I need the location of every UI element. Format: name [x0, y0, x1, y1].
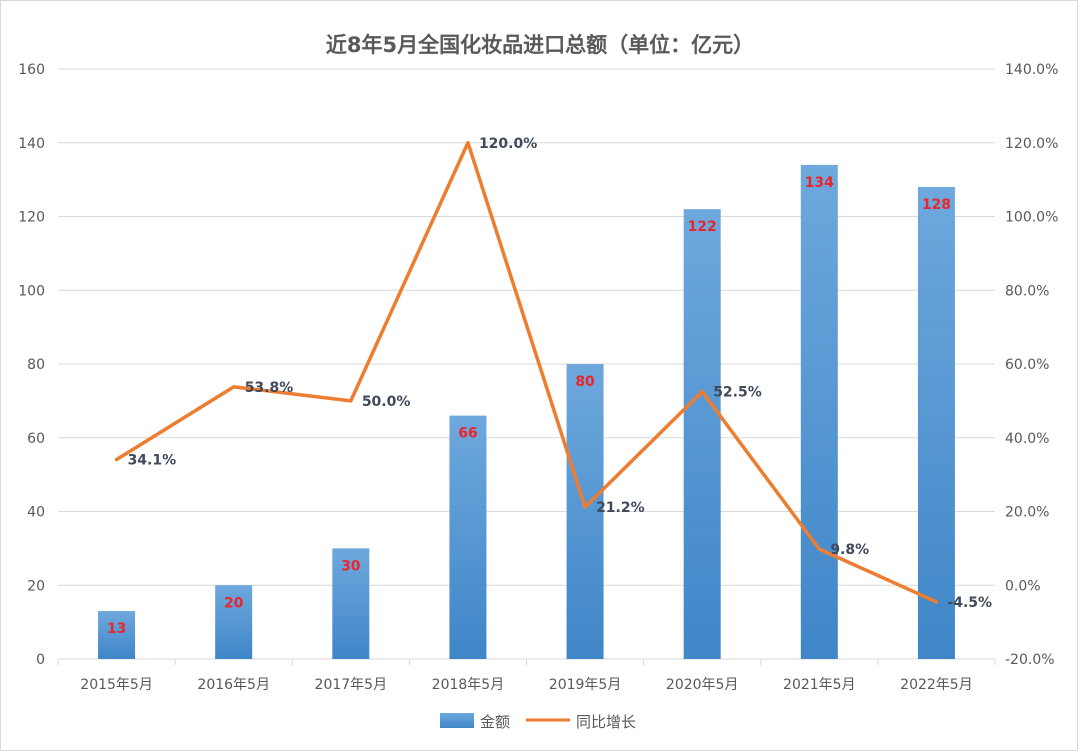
legend-label-line: 同比增长: [576, 713, 636, 731]
x-tick-label: 2018年5月: [432, 677, 505, 693]
x-tick-label: 2017年5月: [315, 677, 388, 693]
bar: [215, 585, 253, 659]
legend-label-bar: 金额: [480, 713, 510, 731]
left-tick-label: 60: [27, 431, 45, 447]
bar: [917, 187, 955, 659]
bar: [449, 415, 487, 659]
left-tick-label: 100: [18, 283, 45, 299]
left-tick-label: 20: [27, 578, 45, 594]
gridlines: [58, 68, 995, 660]
bar: [566, 364, 604, 659]
line-data-label: 21.2%: [596, 500, 645, 516]
legend: 金额 同比增长: [440, 713, 636, 731]
left-tick-label: 0: [36, 652, 45, 668]
legend-swatch-bar: [440, 713, 474, 728]
bar-data-label: 13: [107, 621, 126, 637]
bar: [332, 548, 370, 659]
right-tick-label: 120.0%: [1005, 136, 1058, 152]
left-tick-label: 160: [18, 62, 45, 78]
line-data-label: -4.5%: [947, 595, 992, 611]
x-axis-ticks: 2015年5月 2016年5月 2017年5月 2018年5月 2019年5月 2020年…: [57, 659, 996, 693]
x-tick-label: 2019年5月: [549, 677, 622, 693]
bar-data-label: 134: [805, 175, 834, 191]
left-tick-label: 140: [18, 136, 45, 152]
bar: [98, 611, 136, 659]
right-tick-label: 20.0%: [1005, 505, 1049, 521]
bar-series: [98, 164, 955, 659]
x-tick-label: 2020年5月: [666, 677, 739, 693]
bar-data-label: 20: [224, 595, 244, 611]
x-tick-label: 2021年5月: [783, 677, 856, 693]
right-tick-label: 0.0%: [1005, 578, 1041, 594]
bar-data-label: 128: [922, 197, 951, 213]
line-data-label: 9.8%: [830, 542, 869, 558]
right-tick-label: -20.0%: [1005, 652, 1055, 668]
right-tick-label: 40.0%: [1005, 431, 1049, 447]
x-tick-label: 2022年5月: [900, 677, 973, 693]
x-tick-label: 2016年5月: [197, 677, 270, 693]
right-tick-label: 100.0%: [1005, 210, 1058, 226]
left-tick-label: 40: [27, 505, 45, 521]
line-data-label: 34.1%: [128, 453, 177, 469]
bar-data-label: 80: [575, 374, 595, 390]
growth-line: [114, 141, 939, 604]
right-tick-label: 60.0%: [1005, 357, 1049, 373]
left-tick-label: 80: [27, 357, 45, 373]
line-data-label: 50.0%: [362, 394, 411, 410]
right-tick-label: 140.0%: [1005, 62, 1058, 78]
line-data-label: 52.5%: [713, 385, 762, 401]
bar-data-label: 66: [458, 426, 477, 442]
line-data-label: 53.8%: [245, 380, 294, 396]
left-axis-ticks: 0 20 40 60 80 100 120 140 160: [18, 62, 45, 668]
left-tick-label: 120: [18, 210, 45, 226]
x-tick-label: 2015年5月: [80, 677, 153, 693]
bar-data-label: 30: [341, 558, 361, 574]
bar-data-labels: 13 20 30 66 80 122 134 128: [107, 175, 951, 637]
bar: [800, 164, 838, 659]
line-data-label: 120.0%: [479, 136, 537, 152]
right-axis-ticks: -20.0% 0.0% 20.0% 40.0% 60.0% 80.0% 100.0% 120.…: [1005, 62, 1058, 668]
right-tick-label: 80.0%: [1005, 283, 1049, 299]
line-data-labels: 34.1% 53.8% 50.0% 120.0% 21.2% 52.5% 9.8% -4.5%: [128, 136, 993, 611]
line-series: [114, 141, 939, 604]
bar: [683, 209, 721, 659]
chart-title: 近8年5月全国化妆品进口总额（单位：亿元）: [326, 33, 754, 57]
bar-data-label: 122: [688, 219, 717, 235]
